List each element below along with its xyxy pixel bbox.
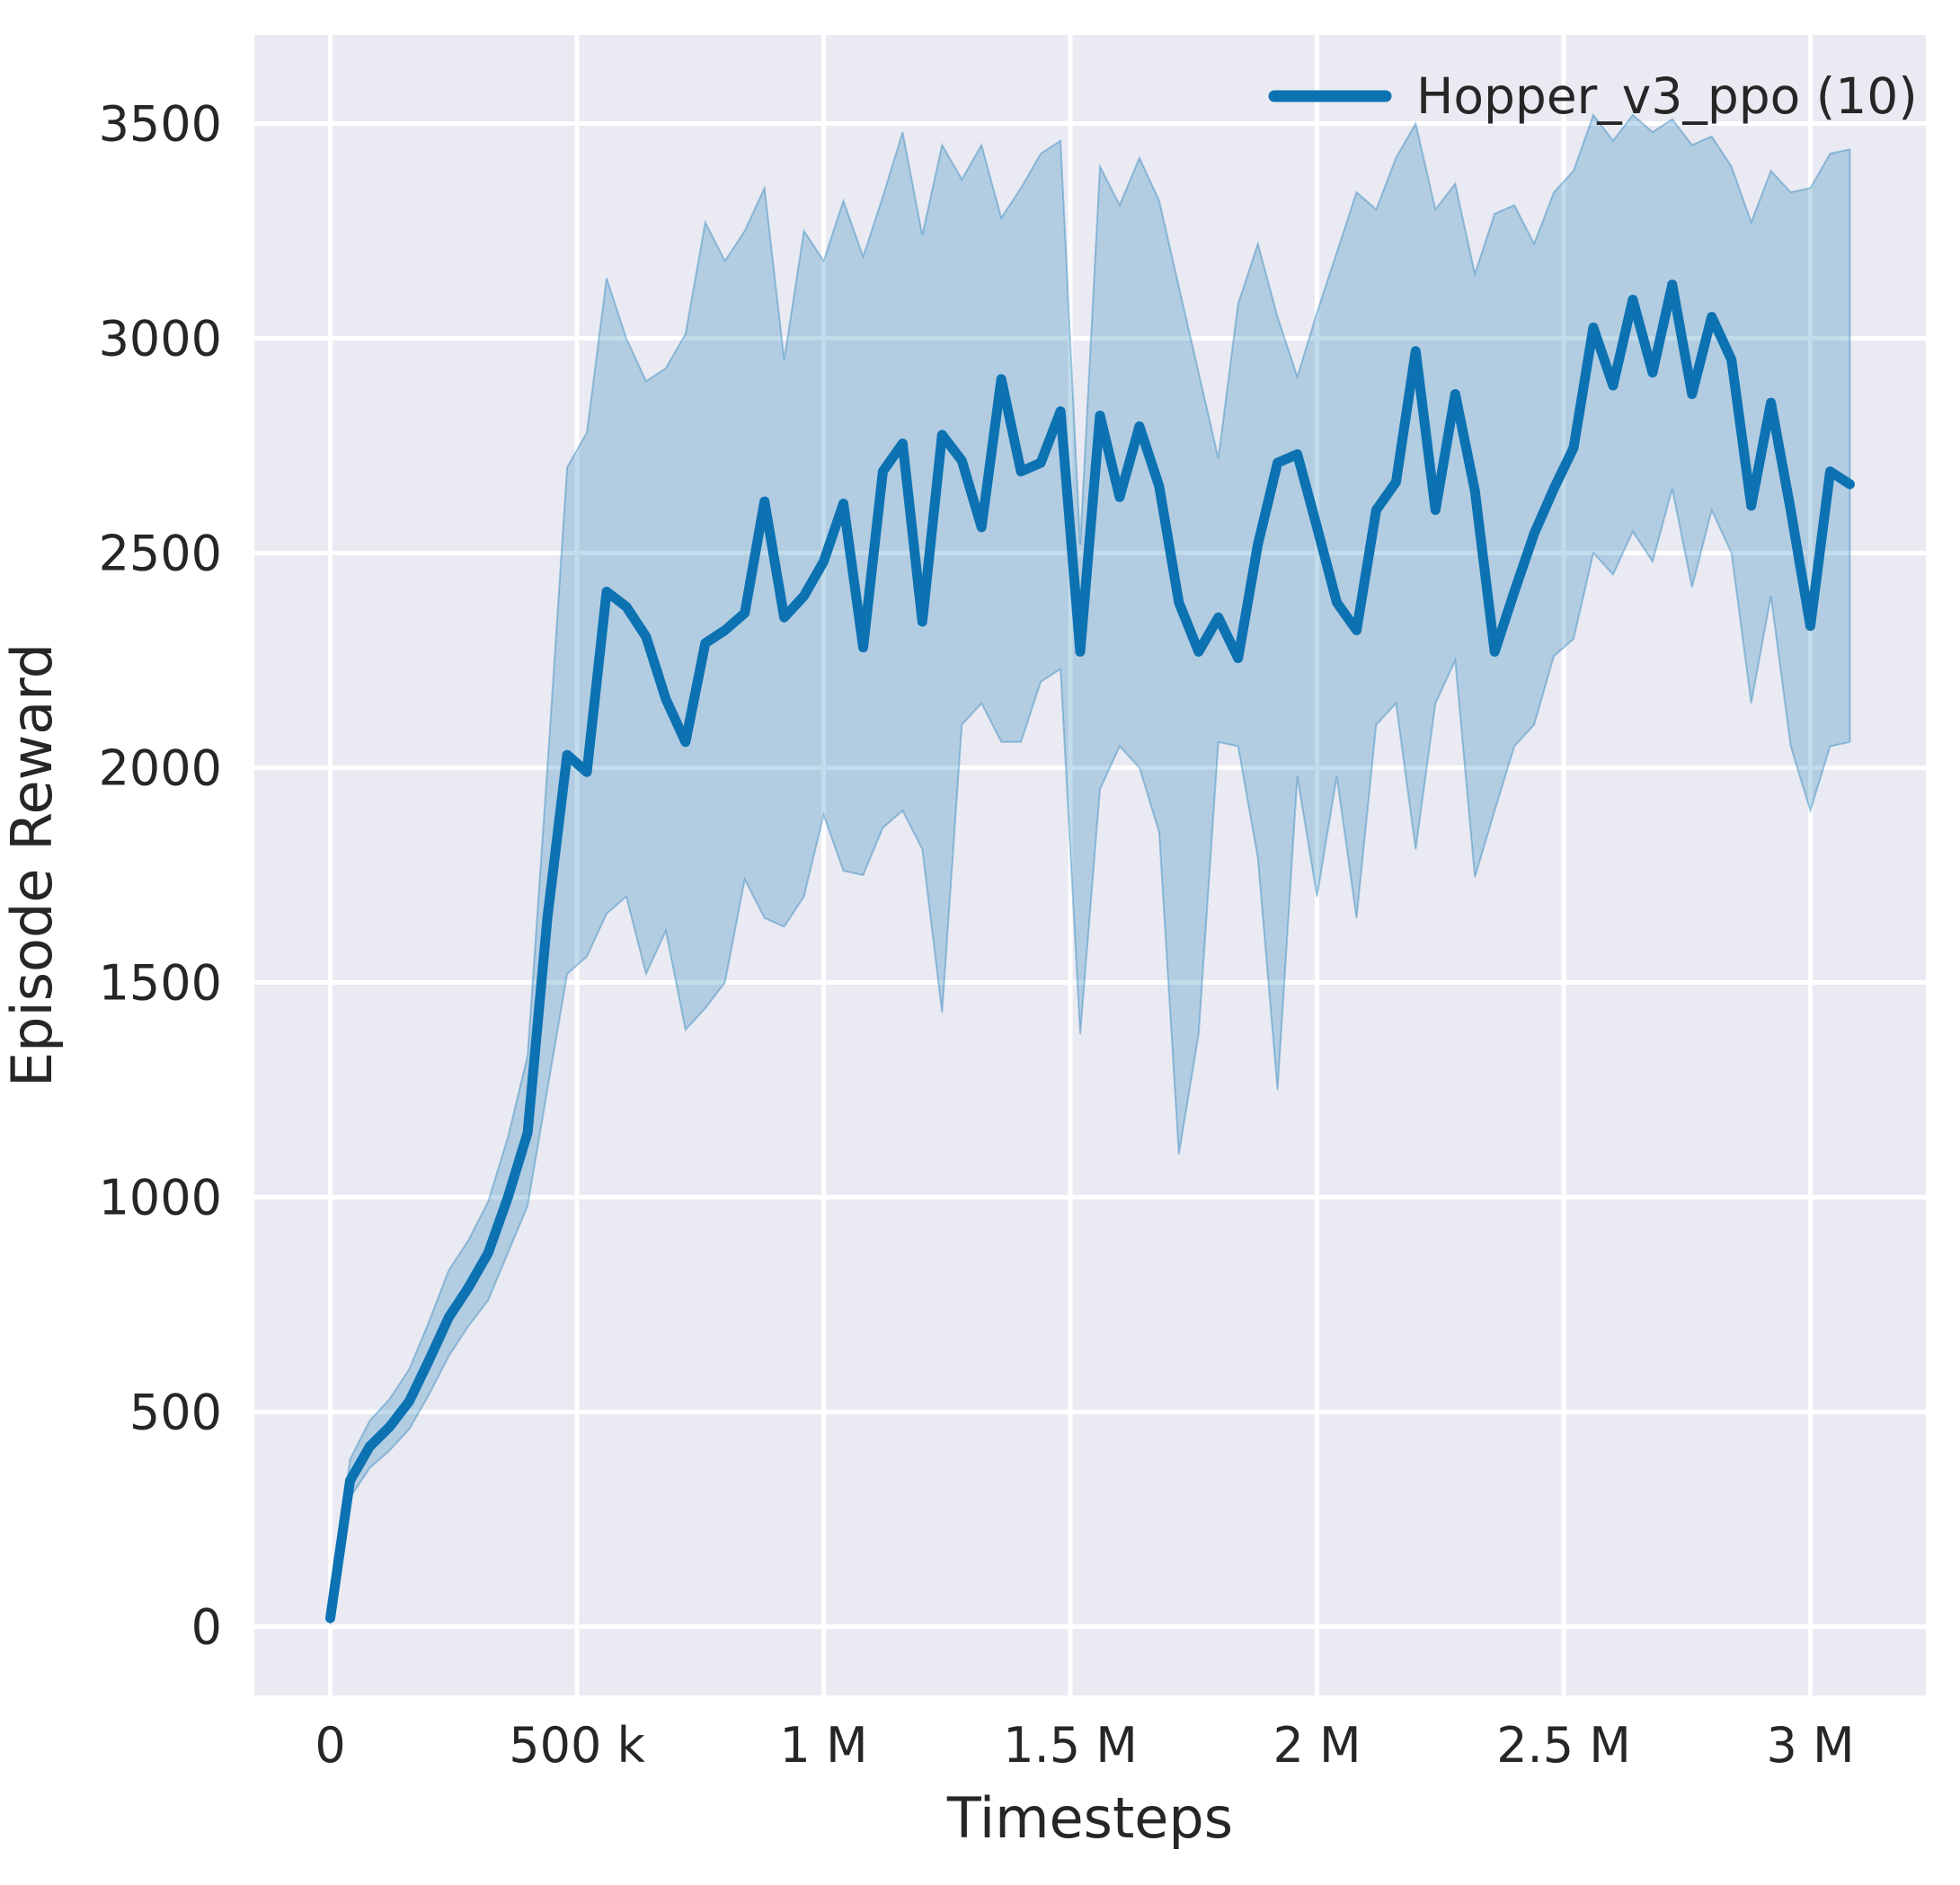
x-axis-label: Timesteps [946, 1785, 1233, 1851]
x-tick-label: 3 M [1766, 1717, 1854, 1774]
mean-line [325, 279, 1855, 1624]
x-tick-label: 1.5 M [1003, 1717, 1138, 1774]
y-tick-label: 1500 [99, 954, 222, 1011]
y-tick-label: 1000 [99, 1170, 222, 1226]
legend: Hopper_v3_ppo (10) [1268, 67, 1918, 125]
x-tick-label: 500 k [509, 1717, 645, 1774]
y-tick-labels: 0 500 1000 1500 2000 2500 3000 3500 [99, 95, 222, 1655]
legend-label: Hopper_v3_ppo (10) [1416, 67, 1918, 125]
confidence-band [329, 112, 1851, 1625]
plot-area-background [254, 35, 1926, 1695]
x-tick-labels: 0 500 k 1 M 1.5 M 2 M 2.5 M 3 M [315, 1717, 1854, 1774]
confidence-band-polygon [329, 112, 1851, 1625]
x-tick-label: 1 M [779, 1717, 867, 1774]
y-tick-label: 3000 [99, 310, 222, 367]
x-tick-label: 2 M [1273, 1717, 1361, 1774]
x-tick-label: 0 [315, 1717, 345, 1774]
x-tick-label: 2.5 M [1496, 1717, 1631, 1774]
y-tick-label: 2000 [99, 739, 222, 796]
y-tick-label: 0 [191, 1599, 222, 1656]
gridlines [254, 35, 1926, 1695]
mean-line-path [325, 279, 1855, 1624]
y-tick-label: 500 [129, 1385, 222, 1441]
y-tick-label: 2500 [99, 525, 222, 581]
y-tick-label: 3500 [99, 95, 222, 152]
y-axis-label: Episode Reward [0, 643, 65, 1087]
